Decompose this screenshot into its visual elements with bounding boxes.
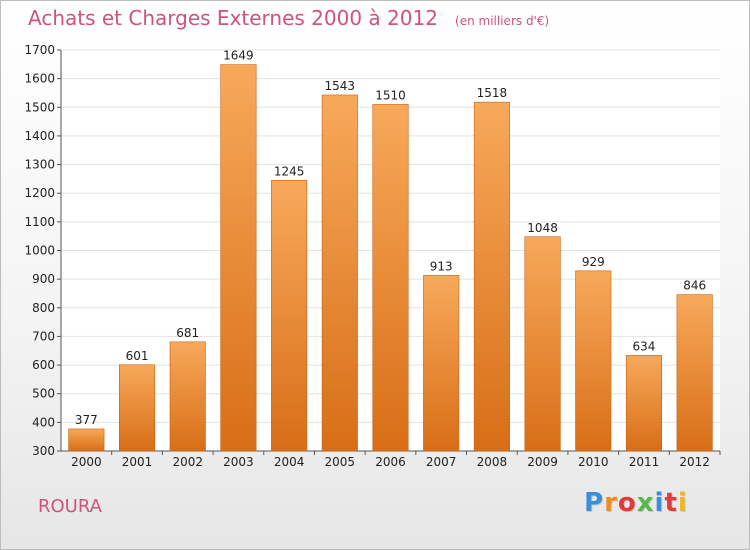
data-label-2009: 1048 xyxy=(527,221,558,235)
x-tick-label-2008: 2008 xyxy=(477,455,508,469)
y-tick-label: 1600 xyxy=(24,72,55,86)
label-layer: 377 601 681 1649 1245 1543 1510 913 1518 1048 929 6… xyxy=(75,49,706,427)
data-label-2001: 601 xyxy=(126,349,149,363)
chart-title: Achats et Charges Externes 2000 à 2012 xyxy=(28,6,438,30)
x-tick-label-2000: 2000 xyxy=(71,455,102,469)
y-tick-label: 1100 xyxy=(24,215,55,229)
bar-2006 xyxy=(372,104,409,452)
y-tick-label: 700 xyxy=(32,329,55,343)
bar-2003 xyxy=(220,64,257,452)
y-tick-label: 1200 xyxy=(24,186,55,200)
y-tick-label: 1300 xyxy=(24,158,55,172)
data-label-2002: 681 xyxy=(176,326,199,340)
bar-2001 xyxy=(118,364,156,452)
x-tick-label-2004: 2004 xyxy=(274,455,305,469)
x-tick-label-2003: 2003 xyxy=(223,455,254,469)
y-tick-label: 1400 xyxy=(24,129,55,143)
entity-name: ROURA xyxy=(38,496,102,517)
bar-2010 xyxy=(575,270,612,452)
bar-2011 xyxy=(625,355,663,452)
x-tick-label-2006: 2006 xyxy=(375,455,406,469)
logo-letter: x xyxy=(636,488,655,518)
x-tick-label-2002: 2002 xyxy=(172,455,203,469)
data-label-2006: 1510 xyxy=(375,88,406,102)
chart-subtitle: (en milliers d'€) xyxy=(455,14,550,28)
logo-letter: r xyxy=(604,488,618,518)
data-label-2007: 913 xyxy=(430,259,453,273)
bar-2000 xyxy=(68,428,105,452)
logo-letter: P xyxy=(584,488,605,518)
logo-letter: i xyxy=(677,488,688,518)
data-label-2000: 377 xyxy=(75,413,98,427)
bar-2007 xyxy=(423,275,460,452)
data-label-2010: 929 xyxy=(582,255,605,269)
x-tick-label-2011: 2011 xyxy=(629,455,660,469)
x-tick-label-2007: 2007 xyxy=(426,455,457,469)
x-tick-label-2009: 2009 xyxy=(527,455,558,469)
logo-letter: t xyxy=(664,488,678,518)
x-tick-label-2001: 2001 xyxy=(122,455,153,469)
y-tick-label: 300 xyxy=(32,444,55,458)
data-label-2012: 846 xyxy=(683,279,706,293)
y-tick-label: 500 xyxy=(32,387,55,401)
logo-letter: o xyxy=(617,488,637,518)
logo-letter: i xyxy=(654,488,665,518)
data-label-2008: 1518 xyxy=(477,86,508,100)
bar-2002 xyxy=(169,341,206,452)
bar-2004 xyxy=(271,180,308,452)
y-tick-label: 800 xyxy=(32,301,55,315)
title-row: Achats et Charges Externes 2000 à 2012 (… xyxy=(28,6,549,30)
data-label-2005: 1543 xyxy=(325,79,356,93)
x-tick-label-2012: 2012 xyxy=(679,455,710,469)
y-tick-label: 900 xyxy=(32,272,55,286)
data-label-2004: 1245 xyxy=(274,164,305,178)
proxiti-logo[interactable]: Proxiti xyxy=(584,488,688,518)
data-label-2011: 634 xyxy=(633,339,656,353)
x-tick-label-2010: 2010 xyxy=(578,455,609,469)
bar-2008 xyxy=(473,101,510,452)
y-tick-label: 1500 xyxy=(24,100,55,114)
x-tick-label-2005: 2005 xyxy=(325,455,356,469)
data-label-2003: 1649 xyxy=(223,49,254,63)
bar-2012 xyxy=(676,294,713,452)
bar-2005 xyxy=(321,94,358,452)
y-tick-label: 1700 xyxy=(24,43,55,57)
y-tick-label: 400 xyxy=(32,415,55,429)
y-tick-label: 600 xyxy=(32,358,55,372)
bar-layer xyxy=(68,64,713,452)
y-tick-label: 1000 xyxy=(24,244,55,258)
bar-2009 xyxy=(524,236,561,452)
